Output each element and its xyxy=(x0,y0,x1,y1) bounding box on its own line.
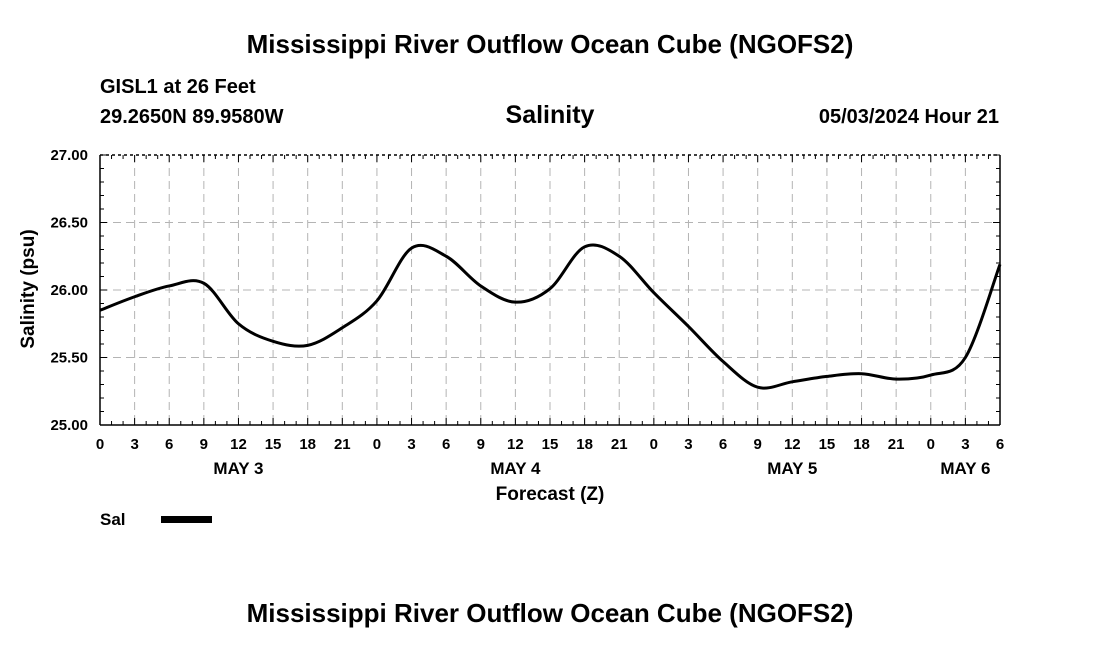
day-label: MAY 3 xyxy=(213,459,263,478)
x-tick-label: 18 xyxy=(299,436,316,453)
y-tick-label: 26.00 xyxy=(50,282,88,299)
chart-footer-title: Mississippi River Outflow Ocean Cube (NG… xyxy=(246,598,854,628)
x-tick-label: 15 xyxy=(819,436,836,453)
day-label: MAY 4 xyxy=(490,459,541,478)
x-tick-label: 3 xyxy=(961,436,969,453)
x-tick-label: 12 xyxy=(230,436,247,453)
x-tick-label: 6 xyxy=(442,436,450,453)
axes: 0 3 6 9 12 15 18 21 0 3 6 9 12 15 18 21 0 3 6 9 12 15 18 21 0 3 6 2… xyxy=(50,147,1004,478)
legend-swatch xyxy=(161,516,212,523)
x-tick-label: 15 xyxy=(542,436,559,453)
x-tick-label: 21 xyxy=(888,436,905,453)
legend-label: Sal xyxy=(100,510,126,529)
x-tick-label: 18 xyxy=(576,436,593,453)
x-tick-label: 15 xyxy=(265,436,282,453)
x-tick-label: 0 xyxy=(96,436,104,453)
x-tick-label: 9 xyxy=(477,436,485,453)
grid-lines xyxy=(100,155,1000,425)
x-tick-label: 21 xyxy=(334,436,351,453)
x-tick-label: 12 xyxy=(507,436,524,453)
station-label: GISL1 at 26 Feet xyxy=(100,76,256,98)
day-label: MAY 5 xyxy=(767,459,817,478)
station-coordinates: 29.2650N 89.9580W xyxy=(100,106,284,128)
x-tick-label: 18 xyxy=(853,436,870,453)
y-tick-label: 25.50 xyxy=(50,350,88,367)
x-tick-label: 12 xyxy=(784,436,801,453)
y-axis-label: Salinity (psu) xyxy=(18,229,39,348)
x-tick-label: 6 xyxy=(996,436,1004,453)
x-tick-label: 3 xyxy=(407,436,415,453)
series-layer xyxy=(99,243,1002,390)
y-tick-label: 27.00 xyxy=(50,147,88,164)
y-tick-label: 26.50 xyxy=(50,215,88,232)
x-tick-label: 6 xyxy=(719,436,727,453)
plot-title: Salinity xyxy=(505,101,595,129)
x-tick-label: 3 xyxy=(130,436,138,453)
x-tick-label: 0 xyxy=(927,436,935,453)
day-label: MAY 6 xyxy=(940,459,990,478)
x-tick-label: 9 xyxy=(754,436,762,453)
series-line-sal xyxy=(99,243,1002,390)
x-tick-label: 21 xyxy=(611,436,628,453)
x-tick-label: 6 xyxy=(165,436,173,453)
x-tick-label: 3 xyxy=(684,436,692,453)
x-tick-label: 9 xyxy=(200,436,208,453)
x-axis-label: Forecast (Z) xyxy=(496,484,605,505)
x-tick-label: 0 xyxy=(373,436,381,453)
chart-main-title: Mississippi River Outflow Ocean Cube (NG… xyxy=(246,29,854,59)
forecast-datetime: 05/03/2024 Hour 21 xyxy=(818,106,999,128)
x-tick-label: 0 xyxy=(650,436,658,453)
y-tick-label: 25.00 xyxy=(50,417,88,434)
